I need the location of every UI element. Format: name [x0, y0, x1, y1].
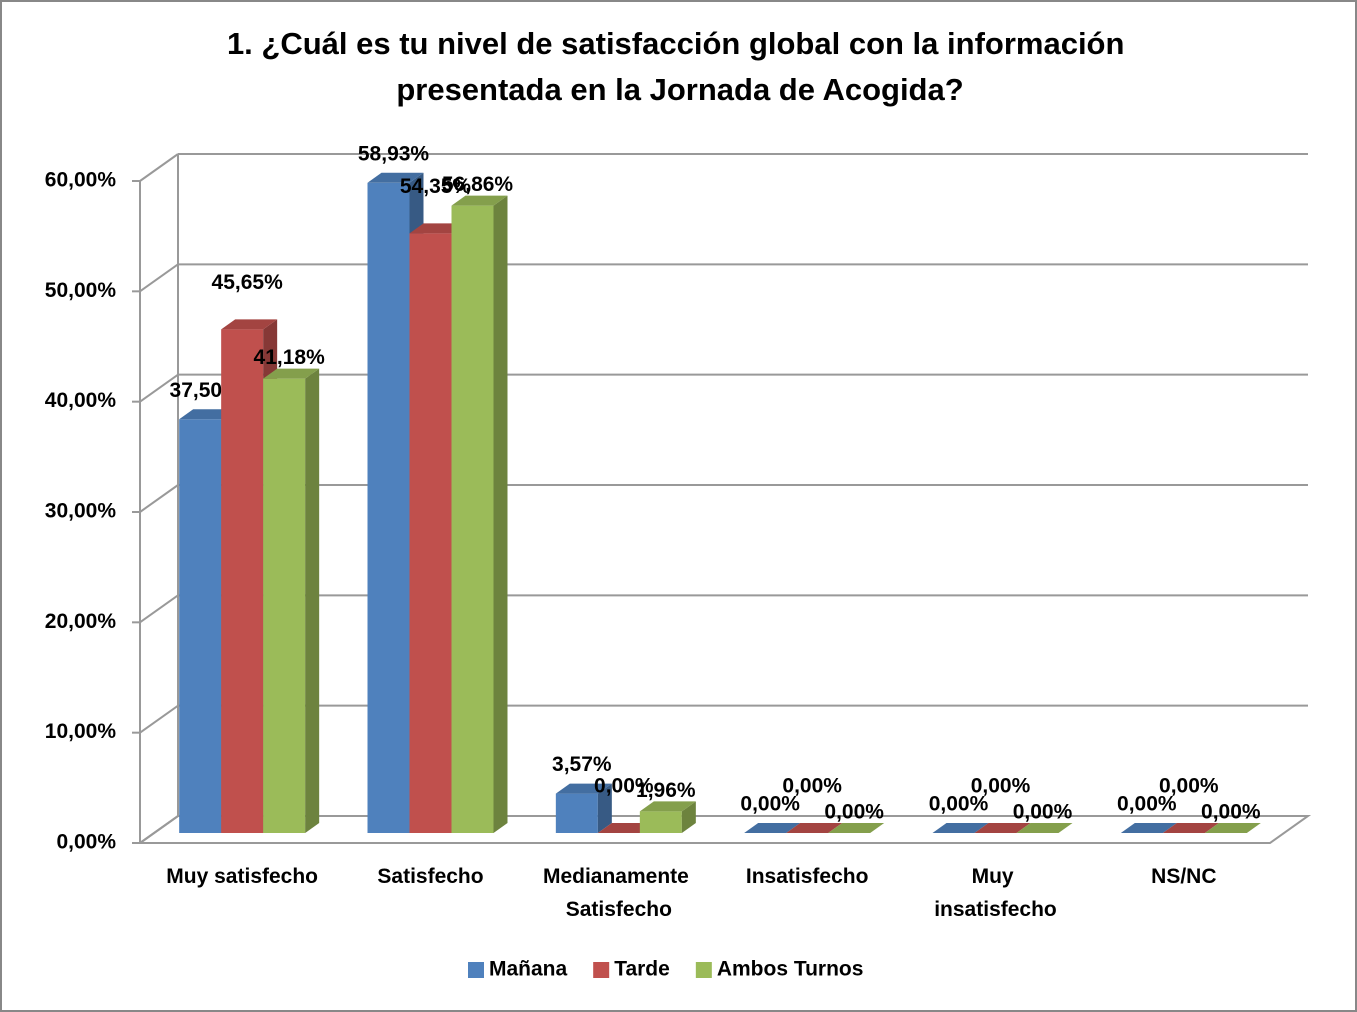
bar-top	[828, 823, 885, 833]
bar-side	[493, 195, 508, 834]
x-tick-label: Muy insatisfecho	[934, 865, 1057, 921]
data-label: 3,57%	[552, 753, 612, 776]
bar-top	[221, 319, 278, 330]
bar-top	[1016, 823, 1073, 833]
bar-top	[451, 195, 508, 206]
grid-line	[139, 815, 179, 844]
bar-front	[451, 205, 494, 834]
data-label: 0,00%	[1013, 801, 1073, 824]
bar	[974, 823, 1031, 833]
y-tick-label: 60,00%	[45, 169, 117, 192]
bar	[1204, 823, 1261, 833]
y-tick-label: 50,00%	[45, 279, 117, 302]
bar-front	[555, 793, 598, 833]
data-label: 58,93%	[358, 142, 430, 165]
data-label: 0,00%	[1201, 801, 1261, 824]
bar-side	[597, 783, 612, 833]
data-label: 0,00%	[1117, 793, 1177, 816]
bar	[263, 368, 320, 833]
y-tick-label: 40,00%	[45, 389, 117, 412]
bar	[1162, 823, 1219, 833]
bar	[555, 783, 612, 833]
grid-line	[139, 594, 179, 624]
bar-top	[786, 823, 843, 833]
bar-front	[221, 329, 264, 833]
bar	[639, 801, 696, 833]
data-label: 1,96%	[636, 779, 696, 802]
bar-top	[555, 783, 612, 794]
bar-top	[1204, 823, 1261, 833]
data-label: 0,00%	[740, 793, 800, 816]
data-label: 54,35%	[400, 175, 472, 198]
data-label: 0,00%	[824, 801, 884, 824]
legend-label: Ambos Turnos	[717, 958, 864, 981]
legend-label: Tarde	[614, 958, 670, 981]
bar-side	[681, 801, 696, 833]
data-label: 56,86%	[442, 173, 514, 196]
data-label: 0,00%	[971, 775, 1031, 798]
legend-swatch	[468, 962, 484, 978]
y-tick-label: 30,00%	[45, 500, 117, 523]
bar-top	[1162, 823, 1219, 833]
bar-front	[367, 182, 410, 833]
bar-top	[639, 801, 696, 812]
bar	[828, 823, 885, 833]
legend-swatch	[695, 962, 712, 978]
bar	[451, 195, 508, 834]
bar	[932, 823, 989, 833]
x-tick-label: Insatisfecho	[746, 865, 869, 888]
bar-top	[263, 368, 320, 379]
data-label: 0,00%	[594, 775, 654, 798]
grid-line	[139, 263, 179, 293]
data-label: 0,00%	[929, 793, 989, 816]
bar-top	[744, 823, 801, 833]
data-label: 0,00%	[1159, 775, 1219, 798]
legend-swatch	[593, 962, 610, 978]
chart-title: 1. ¿Cuál es tu nivel de satisfacción glo…	[227, 26, 1133, 107]
y-tick-label: 0,00%	[56, 831, 116, 854]
bar	[1016, 823, 1073, 833]
x-tick-label: NS/NC	[1151, 865, 1216, 888]
bar	[1120, 823, 1177, 833]
grid-line	[139, 373, 179, 403]
data-label: 0,00%	[782, 775, 842, 798]
x-tick-label: Satisfecho	[377, 865, 483, 888]
data-label: 41,18%	[254, 346, 326, 369]
bar-front	[409, 233, 452, 834]
grid-line	[139, 704, 179, 734]
bar-top	[974, 823, 1031, 833]
data-label: 45,65%	[212, 271, 284, 294]
y-tick-label: 20,00%	[45, 610, 117, 633]
bar-top	[932, 823, 989, 833]
bar-top	[1120, 823, 1177, 833]
legend-label: Mañana	[489, 958, 568, 981]
x-tick-label: Muy satisfecho	[166, 865, 318, 888]
y-tick-label: 10,00%	[45, 720, 117, 743]
bar-side	[305, 368, 320, 833]
grid-line	[139, 484, 179, 513]
bar-front	[263, 378, 306, 833]
bar-top	[367, 172, 424, 183]
bar-front	[639, 811, 682, 833]
grid-line	[139, 153, 179, 182]
bar	[786, 823, 843, 833]
bar	[744, 823, 801, 833]
x-tick-label: Medianamente Satisfecho	[543, 865, 695, 921]
bar-front	[179, 419, 222, 833]
